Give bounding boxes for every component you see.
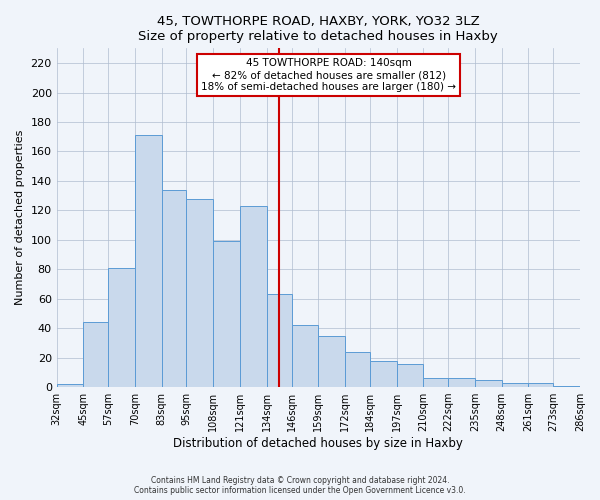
- Bar: [424, 378, 448, 387]
- Bar: [187, 198, 213, 387]
- Bar: [135, 135, 162, 387]
- Text: 45 TOWTHORPE ROAD: 140sqm
← 82% of detached houses are smaller (812)
18% of semi: 45 TOWTHORPE ROAD: 140sqm ← 82% of detac…: [202, 58, 457, 92]
- Bar: [345, 352, 370, 387]
- Text: Contains HM Land Registry data © Crown copyright and database right 2024.
Contai: Contains HM Land Registry data © Crown c…: [134, 476, 466, 495]
- Bar: [553, 386, 580, 387]
- Bar: [240, 206, 267, 387]
- Y-axis label: Number of detached properties: Number of detached properties: [15, 130, 25, 306]
- Bar: [83, 322, 108, 387]
- Bar: [213, 242, 240, 387]
- Bar: [397, 364, 424, 387]
- Bar: [529, 382, 553, 387]
- Bar: [475, 380, 502, 387]
- X-axis label: Distribution of detached houses by size in Haxby: Distribution of detached houses by size …: [173, 437, 463, 450]
- Bar: [319, 336, 345, 387]
- Bar: [56, 384, 83, 387]
- Bar: [370, 360, 397, 387]
- Bar: [292, 325, 319, 387]
- Bar: [502, 382, 529, 387]
- Bar: [162, 190, 187, 387]
- Bar: [108, 268, 135, 387]
- Bar: [448, 378, 475, 387]
- Bar: [267, 294, 292, 387]
- Title: 45, TOWTHORPE ROAD, HAXBY, YORK, YO32 3LZ
Size of property relative to detached : 45, TOWTHORPE ROAD, HAXBY, YORK, YO32 3L…: [139, 15, 498, 43]
